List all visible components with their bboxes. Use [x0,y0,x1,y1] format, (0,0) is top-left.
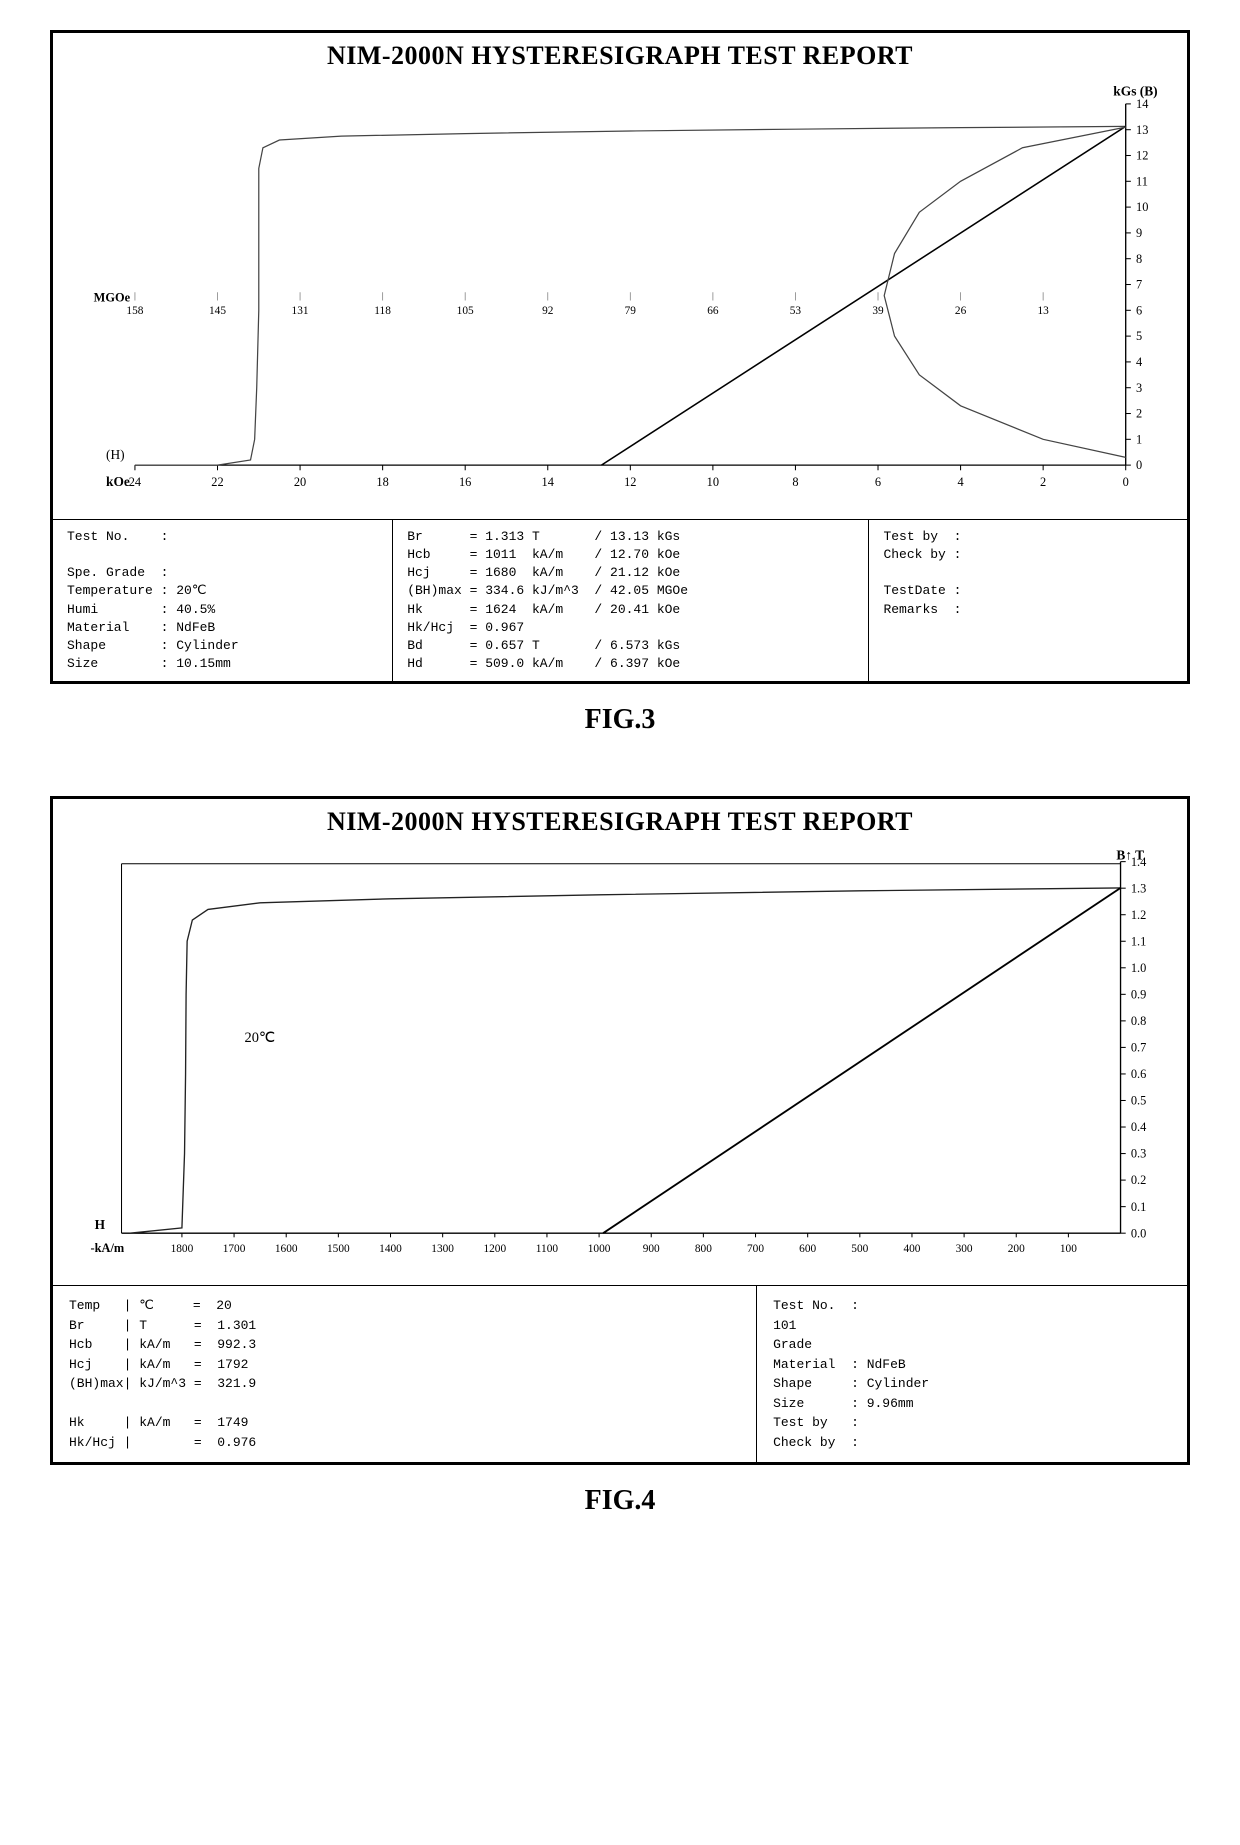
svg-text:6: 6 [875,475,881,489]
svg-text:10: 10 [1136,200,1148,214]
svg-text:0.9: 0.9 [1131,988,1146,1002]
svg-text:1: 1 [1136,432,1142,446]
svg-text:12: 12 [624,475,636,489]
fig4-title: NIM-2000N HYSTERESIGRAPH TEST REPORT [53,799,1187,841]
svg-text:7: 7 [1136,278,1142,292]
svg-text:2: 2 [1040,475,1046,489]
svg-text:13: 13 [1037,305,1049,317]
svg-text:(H): (H) [106,447,125,462]
svg-text:kGs (B): kGs (B) [1113,84,1157,99]
svg-text:8: 8 [792,475,798,489]
fig4-svg: 1.41.31.21.11.00.90.80.70.60.50.40.30.20… [73,841,1167,1285]
svg-text:1.1: 1.1 [1131,935,1146,949]
svg-text:158: 158 [126,305,143,317]
svg-text:-kA/m: -kA/m [91,1241,125,1255]
fig4-info-table: Temp | ℃ = 20 Br | T = 1.301 Hcb | kA/m … [53,1285,1187,1462]
svg-text:1.2: 1.2 [1131,908,1146,922]
svg-text:1700: 1700 [223,1243,246,1255]
fig3-report-card: NIM-2000N HYSTERESIGRAPH TEST REPORT 012… [50,30,1190,684]
fig4-info-right: Test No. : 101 Grade Material : NdFeB Sh… [756,1286,1187,1462]
svg-text:0: 0 [1136,458,1142,472]
fig3-chart: 01234567891011121314kGs (B)2422201816141… [73,75,1167,519]
svg-text:700: 700 [747,1243,764,1255]
svg-text:B↑ T: B↑ T [1116,848,1144,863]
svg-text:1200: 1200 [483,1243,506,1255]
svg-text:92: 92 [542,305,554,317]
svg-text:1.3: 1.3 [1131,882,1146,896]
svg-text:0.3: 0.3 [1131,1147,1146,1161]
svg-text:26: 26 [955,305,967,317]
svg-text:600: 600 [799,1243,816,1255]
svg-text:0.2: 0.2 [1131,1174,1146,1188]
svg-text:900: 900 [643,1243,660,1255]
svg-text:18: 18 [376,475,388,489]
svg-text:12: 12 [1136,149,1148,163]
svg-text:400: 400 [903,1243,920,1255]
svg-text:145: 145 [209,305,226,317]
fig3-title: NIM-2000N HYSTERESIGRAPH TEST REPORT [53,33,1187,75]
svg-text:4: 4 [957,475,963,489]
svg-text:79: 79 [625,305,637,317]
svg-text:66: 66 [707,305,719,317]
fig3-info-table: Test No. : Spe. Grade : Temperature : 20… [53,519,1187,682]
svg-text:200: 200 [1008,1243,1025,1255]
svg-text:118: 118 [374,305,391,317]
svg-text:0.1: 0.1 [1131,1200,1146,1214]
svg-text:4: 4 [1136,355,1142,369]
svg-text:0: 0 [1123,475,1129,489]
svg-text:8: 8 [1136,252,1142,266]
fig4-label: FIG.4 [50,1485,1190,1517]
svg-text:1400: 1400 [379,1243,402,1255]
svg-text:1.0: 1.0 [1131,961,1146,975]
fig3-info-col-a: Test No. : Spe. Grade : Temperature : 20… [53,520,393,682]
svg-text:24: 24 [129,475,141,489]
svg-text:5: 5 [1136,329,1142,343]
svg-text:0.6: 0.6 [1131,1067,1146,1081]
svg-text:22: 22 [211,475,223,489]
fig4-chart: 1.41.31.21.11.00.90.80.70.60.50.40.30.20… [73,841,1167,1285]
svg-text:16: 16 [459,475,471,489]
svg-text:1800: 1800 [171,1243,194,1255]
svg-text:kOe: kOe [106,474,130,489]
svg-text:3: 3 [1136,381,1142,395]
fig3-label: FIG.3 [50,704,1190,736]
svg-text:1000: 1000 [588,1243,611,1255]
svg-text:9: 9 [1136,226,1142,240]
svg-text:20℃: 20℃ [244,1030,275,1046]
svg-text:20: 20 [294,475,306,489]
svg-text:0.7: 0.7 [1131,1041,1146,1055]
svg-text:1300: 1300 [431,1243,454,1255]
svg-text:6: 6 [1136,303,1142,317]
svg-text:800: 800 [695,1243,712,1255]
svg-text:105: 105 [457,305,474,317]
svg-text:14: 14 [1136,97,1148,111]
svg-text:14: 14 [542,475,554,489]
svg-text:0.8: 0.8 [1131,1014,1146,1028]
svg-text:11: 11 [1136,174,1148,188]
svg-text:100: 100 [1060,1243,1077,1255]
svg-text:2: 2 [1136,407,1142,421]
fig3-info-col-b: Br = 1.313 T / 13.13 kGs Hcb = 1011 kA/m… [393,520,869,682]
svg-text:300: 300 [956,1243,973,1255]
fig4-report-card: NIM-2000N HYSTERESIGRAPH TEST REPORT 1.4… [50,796,1190,1465]
svg-text:53: 53 [790,305,802,317]
svg-text:10: 10 [707,475,719,489]
fig3-svg: 01234567891011121314kGs (B)2422201816141… [73,75,1167,519]
svg-text:13: 13 [1136,123,1148,137]
svg-text:131: 131 [292,305,309,317]
svg-text:39: 39 [872,305,884,317]
svg-text:MGOe: MGOe [94,291,131,305]
svg-text:H: H [95,1217,106,1232]
svg-text:500: 500 [851,1243,868,1255]
fig4-info-left: Temp | ℃ = 20 Br | T = 1.301 Hcb | kA/m … [53,1286,756,1462]
svg-text:1100: 1100 [536,1243,559,1255]
svg-text:1600: 1600 [275,1243,298,1255]
svg-text:0.0: 0.0 [1131,1227,1146,1241]
svg-text:1500: 1500 [327,1243,350,1255]
fig3-info-col-c: Test by : Check by : TestDate : Remarks … [869,520,1187,682]
svg-text:0.5: 0.5 [1131,1094,1146,1108]
svg-text:0.4: 0.4 [1131,1120,1146,1134]
